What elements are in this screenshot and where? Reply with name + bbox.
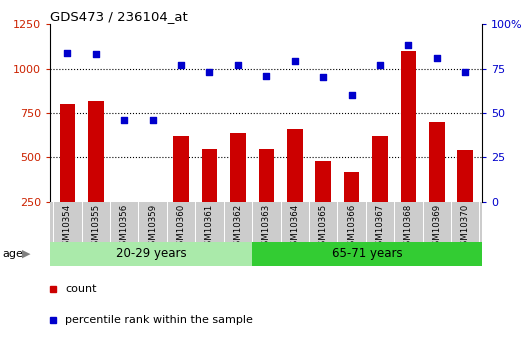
Bar bbox=[173, 136, 189, 246]
Bar bbox=[252, 241, 482, 266]
Point bbox=[319, 75, 328, 80]
Point bbox=[290, 59, 299, 64]
Point bbox=[205, 69, 214, 75]
Text: age: age bbox=[3, 249, 23, 259]
Text: 20-29 years: 20-29 years bbox=[116, 247, 187, 260]
Bar bbox=[457, 150, 473, 246]
Point bbox=[120, 117, 128, 123]
Bar bbox=[50, 241, 252, 266]
Text: GSM10365: GSM10365 bbox=[319, 204, 328, 251]
Text: GSM10369: GSM10369 bbox=[432, 204, 441, 251]
Point bbox=[234, 62, 242, 68]
Text: GSM10355: GSM10355 bbox=[91, 204, 100, 251]
Text: GSM10367: GSM10367 bbox=[375, 204, 384, 251]
Text: GSM10368: GSM10368 bbox=[404, 204, 413, 251]
Text: 65-71 years: 65-71 years bbox=[332, 247, 402, 260]
Bar bbox=[429, 122, 445, 246]
Point bbox=[432, 55, 441, 61]
Bar bbox=[287, 129, 303, 246]
Bar bbox=[401, 51, 416, 246]
Bar bbox=[259, 148, 274, 246]
Bar bbox=[315, 161, 331, 246]
Text: ▶: ▶ bbox=[22, 249, 31, 259]
Point bbox=[177, 62, 186, 68]
Point bbox=[148, 117, 157, 123]
Point bbox=[63, 50, 72, 55]
Text: GSM10356: GSM10356 bbox=[120, 204, 129, 251]
Bar bbox=[372, 136, 388, 246]
Text: GSM10361: GSM10361 bbox=[205, 204, 214, 251]
Bar bbox=[145, 236, 161, 246]
Point bbox=[404, 43, 413, 48]
Bar bbox=[88, 100, 104, 246]
Text: GSM10354: GSM10354 bbox=[63, 204, 72, 251]
Text: GSM10359: GSM10359 bbox=[148, 204, 157, 251]
Text: GSM10364: GSM10364 bbox=[290, 204, 299, 251]
Text: GDS473 / 236104_at: GDS473 / 236104_at bbox=[50, 10, 188, 23]
Point bbox=[347, 92, 356, 98]
Bar bbox=[344, 171, 359, 246]
Text: percentile rank within the sample: percentile rank within the sample bbox=[66, 315, 253, 325]
Text: GSM10360: GSM10360 bbox=[176, 204, 186, 251]
Text: GSM10362: GSM10362 bbox=[233, 204, 242, 251]
Text: GSM10363: GSM10363 bbox=[262, 204, 271, 251]
Point bbox=[92, 52, 100, 57]
Text: GSM10370: GSM10370 bbox=[461, 204, 470, 251]
Bar bbox=[202, 148, 217, 246]
Text: GSM10366: GSM10366 bbox=[347, 204, 356, 251]
Text: count: count bbox=[66, 284, 97, 294]
Bar bbox=[59, 104, 75, 246]
Point bbox=[376, 62, 384, 68]
Point bbox=[262, 73, 270, 78]
Bar bbox=[230, 132, 246, 246]
Bar bbox=[117, 237, 132, 246]
Point bbox=[461, 69, 470, 75]
